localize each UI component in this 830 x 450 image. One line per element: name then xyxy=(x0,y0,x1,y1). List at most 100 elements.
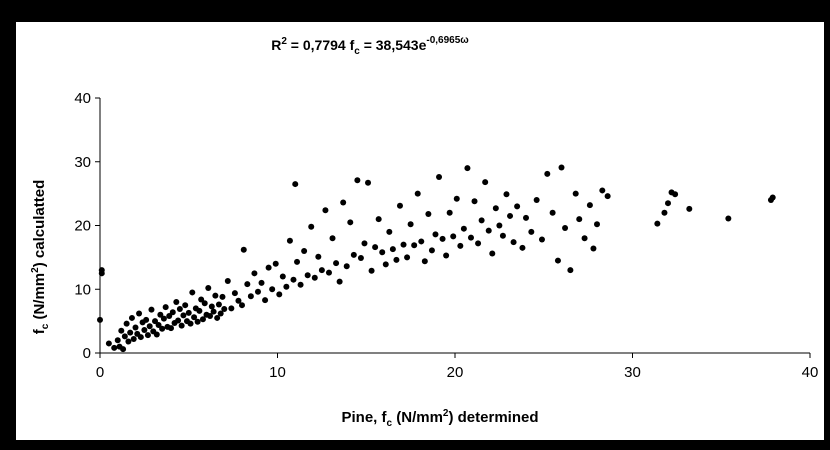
data-point xyxy=(262,297,269,304)
data-point xyxy=(414,190,421,197)
data-point xyxy=(294,258,301,265)
data-point xyxy=(672,191,679,198)
x-tick-label: 20 xyxy=(447,364,464,381)
data-point xyxy=(604,193,611,200)
y-axis-title: fc (N/mm2) calculatted xyxy=(30,180,51,335)
data-point xyxy=(301,248,308,254)
x-tick-label: 0 xyxy=(96,364,104,381)
data-point xyxy=(199,316,206,323)
chart-area: R2 = 0,7794 fc = 38,543e-0,6965ω 0 10 20 30… xyxy=(16,22,824,440)
x-title-sub: c xyxy=(387,418,393,429)
data-point xyxy=(562,225,569,232)
x-tick-label: 40 xyxy=(802,364,819,381)
data-point xyxy=(379,249,386,256)
data-point xyxy=(443,252,450,259)
y-title-pre: f xyxy=(31,328,48,334)
data-point xyxy=(144,332,151,339)
data-point xyxy=(191,314,198,321)
data-point xyxy=(258,279,265,286)
title-r-value: = 0,7794 f xyxy=(287,37,355,53)
data-points xyxy=(97,164,776,353)
data-point xyxy=(396,202,403,209)
data-point xyxy=(329,235,336,242)
data-point xyxy=(549,209,556,216)
data-point xyxy=(214,314,221,321)
data-point xyxy=(503,191,510,198)
y-tick-label: 20 xyxy=(74,218,91,235)
x-tick-label: 30 xyxy=(624,364,641,381)
data-point xyxy=(118,327,125,334)
data-point xyxy=(478,217,485,224)
title-f-sub: c xyxy=(354,46,360,57)
data-point xyxy=(318,267,325,274)
data-point xyxy=(496,222,503,229)
data-point xyxy=(162,304,169,311)
data-point xyxy=(361,240,368,247)
data-point xyxy=(98,267,105,274)
data-point xyxy=(180,312,187,319)
data-point xyxy=(686,205,693,212)
data-point xyxy=(533,197,540,203)
data-point xyxy=(594,221,600,228)
data-point xyxy=(157,311,164,318)
data-point xyxy=(166,313,173,320)
data-point xyxy=(292,181,299,188)
data-point xyxy=(159,325,166,332)
data-point xyxy=(393,256,400,263)
data-point xyxy=(168,325,174,332)
data-point xyxy=(155,321,162,328)
data-point xyxy=(654,220,661,227)
data-point xyxy=(251,270,258,277)
data-point xyxy=(235,297,242,304)
data-point xyxy=(97,316,103,323)
data-point xyxy=(276,291,283,298)
title-r: R xyxy=(271,37,281,53)
data-point xyxy=(176,306,183,313)
data-point xyxy=(407,221,414,228)
data-point xyxy=(173,299,180,305)
data-point xyxy=(357,255,364,262)
data-point xyxy=(325,269,332,276)
data-point xyxy=(143,316,150,323)
data-point xyxy=(404,254,411,261)
x-title-sup: 2 xyxy=(443,408,449,419)
data-point xyxy=(189,289,196,296)
data-point xyxy=(141,327,148,334)
data-point xyxy=(219,293,226,300)
data-point xyxy=(311,274,318,281)
data-point xyxy=(460,225,467,232)
data-point xyxy=(347,219,354,226)
data-point xyxy=(528,228,535,235)
data-point xyxy=(389,246,396,253)
data-point xyxy=(198,296,205,303)
data-point xyxy=(279,273,286,280)
y-title-sub: c xyxy=(40,323,51,329)
data-point xyxy=(286,237,293,244)
data-point xyxy=(153,331,160,338)
data-point xyxy=(558,164,565,171)
data-point xyxy=(239,302,245,309)
y-tick-label: 40 xyxy=(74,90,91,107)
data-point xyxy=(489,250,496,257)
data-point xyxy=(507,212,514,219)
data-point xyxy=(152,318,159,325)
y-title-sup: 2 xyxy=(30,267,41,273)
data-point xyxy=(254,288,261,295)
data-point xyxy=(212,292,219,299)
data-point xyxy=(228,305,235,312)
data-point xyxy=(111,344,118,351)
data-point xyxy=(169,309,176,316)
data-point xyxy=(215,301,222,308)
x-title-pre: Pine, f xyxy=(342,409,388,426)
data-point xyxy=(544,170,551,177)
data-point xyxy=(386,228,393,235)
data-point xyxy=(210,308,217,315)
data-point xyxy=(121,333,128,340)
data-point xyxy=(485,227,492,234)
x-axis-title: Pine, fc (N/mm2) determined xyxy=(342,408,539,429)
y-tick-label: 30 xyxy=(74,154,91,171)
data-point xyxy=(132,324,139,331)
data-point xyxy=(581,235,588,242)
data-point xyxy=(265,264,272,271)
data-point xyxy=(418,238,425,245)
